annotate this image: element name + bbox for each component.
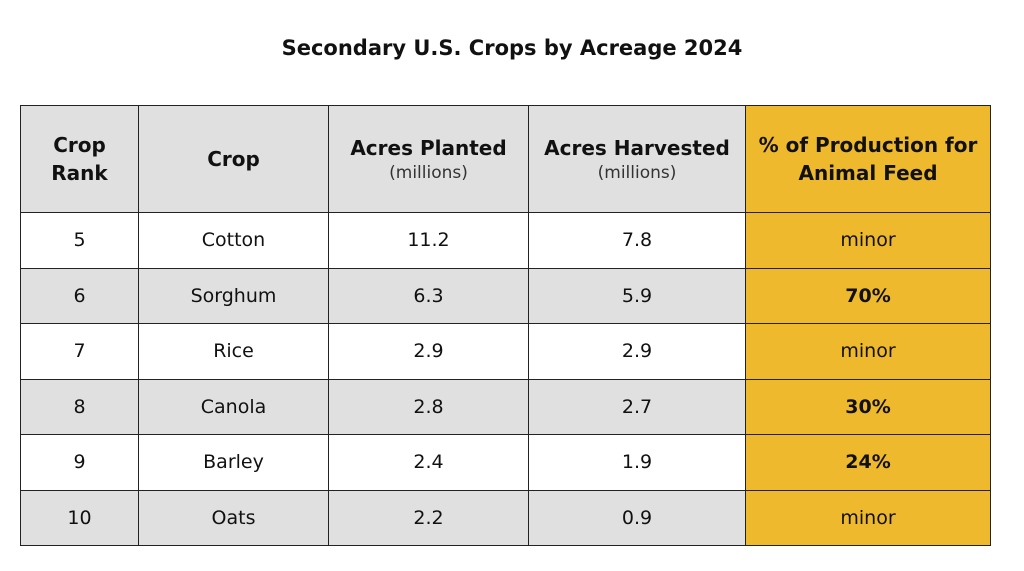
header-row: Crop Rank Crop Acres Planted (millions) A… <box>20 105 991 213</box>
cell-rank: 6 <box>20 267 139 324</box>
cell-planted: 2.8 <box>328 378 529 435</box>
table-row: 8 Canola 2.8 2.7 30% <box>20 378 991 435</box>
cell-harvested: 2.9 <box>528 323 746 380</box>
cell-feed: minor <box>745 489 991 546</box>
cell-feed: minor <box>745 212 991 269</box>
cell-feed: minor <box>745 323 991 380</box>
table-title: Secondary U.S. Crops by Acreage 2024 <box>281 36 743 60</box>
cell-planted: 6.3 <box>328 267 529 324</box>
cell-planted: 11.2 <box>328 212 529 269</box>
header-crop: Crop <box>138 105 329 213</box>
header-planted: Acres Planted (millions) <box>328 105 529 213</box>
cell-harvested: 5.9 <box>528 267 746 324</box>
cell-rank: 5 <box>20 212 139 269</box>
table-row: 6 Sorghum 6.3 5.9 70% <box>20 267 991 324</box>
cell-harvested: 1.9 <box>528 434 746 491</box>
table-row: 10 Oats 2.2 0.9 minor <box>20 489 991 546</box>
table-row: 5 Cotton 11.2 7.8 minor <box>20 212 991 269</box>
cell-crop: Cotton <box>138 212 329 269</box>
cell-harvested: 2.7 <box>528 378 746 435</box>
cell-crop: Rice <box>138 323 329 380</box>
header-harvested: Acres Harvested (millions) <box>528 105 746 213</box>
cell-rank: 8 <box>20 378 139 435</box>
cell-planted: 2.9 <box>328 323 529 380</box>
header-rank: Crop Rank <box>20 105 139 213</box>
cell-harvested: 0.9 <box>528 489 746 546</box>
cell-crop: Sorghum <box>138 267 329 324</box>
cell-crop: Canola <box>138 378 329 435</box>
cell-rank: 9 <box>20 434 139 491</box>
cell-rank: 10 <box>20 489 139 546</box>
cell-rank: 7 <box>20 323 139 380</box>
cell-feed: 70% <box>745 267 991 324</box>
cell-crop: Oats <box>138 489 329 546</box>
cell-planted: 2.2 <box>328 489 529 546</box>
cell-planted: 2.4 <box>328 434 529 491</box>
table-row: 9 Barley 2.4 1.9 24% <box>20 434 991 491</box>
table-row: 7 Rice 2.9 2.9 minor <box>20 323 991 380</box>
cell-harvested: 7.8 <box>528 212 746 269</box>
cell-feed: 30% <box>745 378 991 435</box>
crops-table: Crop Rank Crop Acres Planted (millions) A… <box>20 105 991 546</box>
cell-feed: 24% <box>745 434 991 491</box>
header-feed: % of Production for Animal Feed <box>745 105 991 213</box>
cell-crop: Barley <box>138 434 329 491</box>
